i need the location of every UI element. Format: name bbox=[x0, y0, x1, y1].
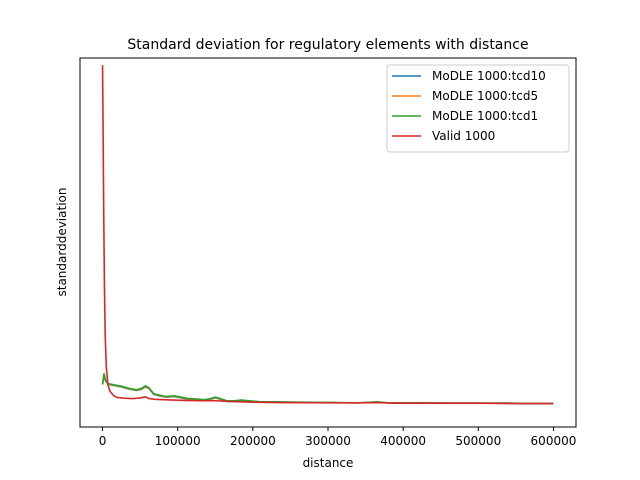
legend: MoDLE 1000:tcd10 MoDLE 1000:tcd5 MoDLE 100… bbox=[386, 64, 570, 153]
x-axis-label: distance bbox=[303, 456, 354, 470]
chart-title: Standard deviation for regulatory elemen… bbox=[127, 37, 528, 53]
x-tick-label: 0 bbox=[99, 434, 107, 448]
legend-label-0: MoDLE 1000:tcd10 bbox=[432, 69, 546, 83]
legend-box bbox=[386, 64, 570, 153]
plot-area: 0 100000 200000 300000 400000 500000 600000 bbox=[79, 57, 577, 448]
series-layer bbox=[101, 65, 554, 405]
x-tick-label: 400000 bbox=[380, 434, 426, 448]
x-tick-label: 500000 bbox=[455, 434, 501, 448]
legend-label-3: Valid 1000 bbox=[432, 129, 495, 143]
y-axis-label: standarddeviation bbox=[55, 187, 69, 296]
legend-label-2: MoDLE 1000:tcd1 bbox=[432, 109, 538, 123]
x-tick-label: 100000 bbox=[155, 434, 201, 448]
x-tick-label: 200000 bbox=[230, 434, 276, 448]
series-line-3 bbox=[101, 65, 554, 405]
x-tick-label: 600000 bbox=[531, 434, 577, 448]
x-axis-ticks: 0 100000 200000 300000 400000 500000 600000 bbox=[99, 427, 577, 448]
legend-label-1: MoDLE 1000:tcd5 bbox=[432, 89, 538, 103]
x-tick-label: 300000 bbox=[305, 434, 351, 448]
legend-items: MoDLE 1000:tcd10 MoDLE 1000:tcd5 MoDLE 100… bbox=[392, 69, 546, 143]
